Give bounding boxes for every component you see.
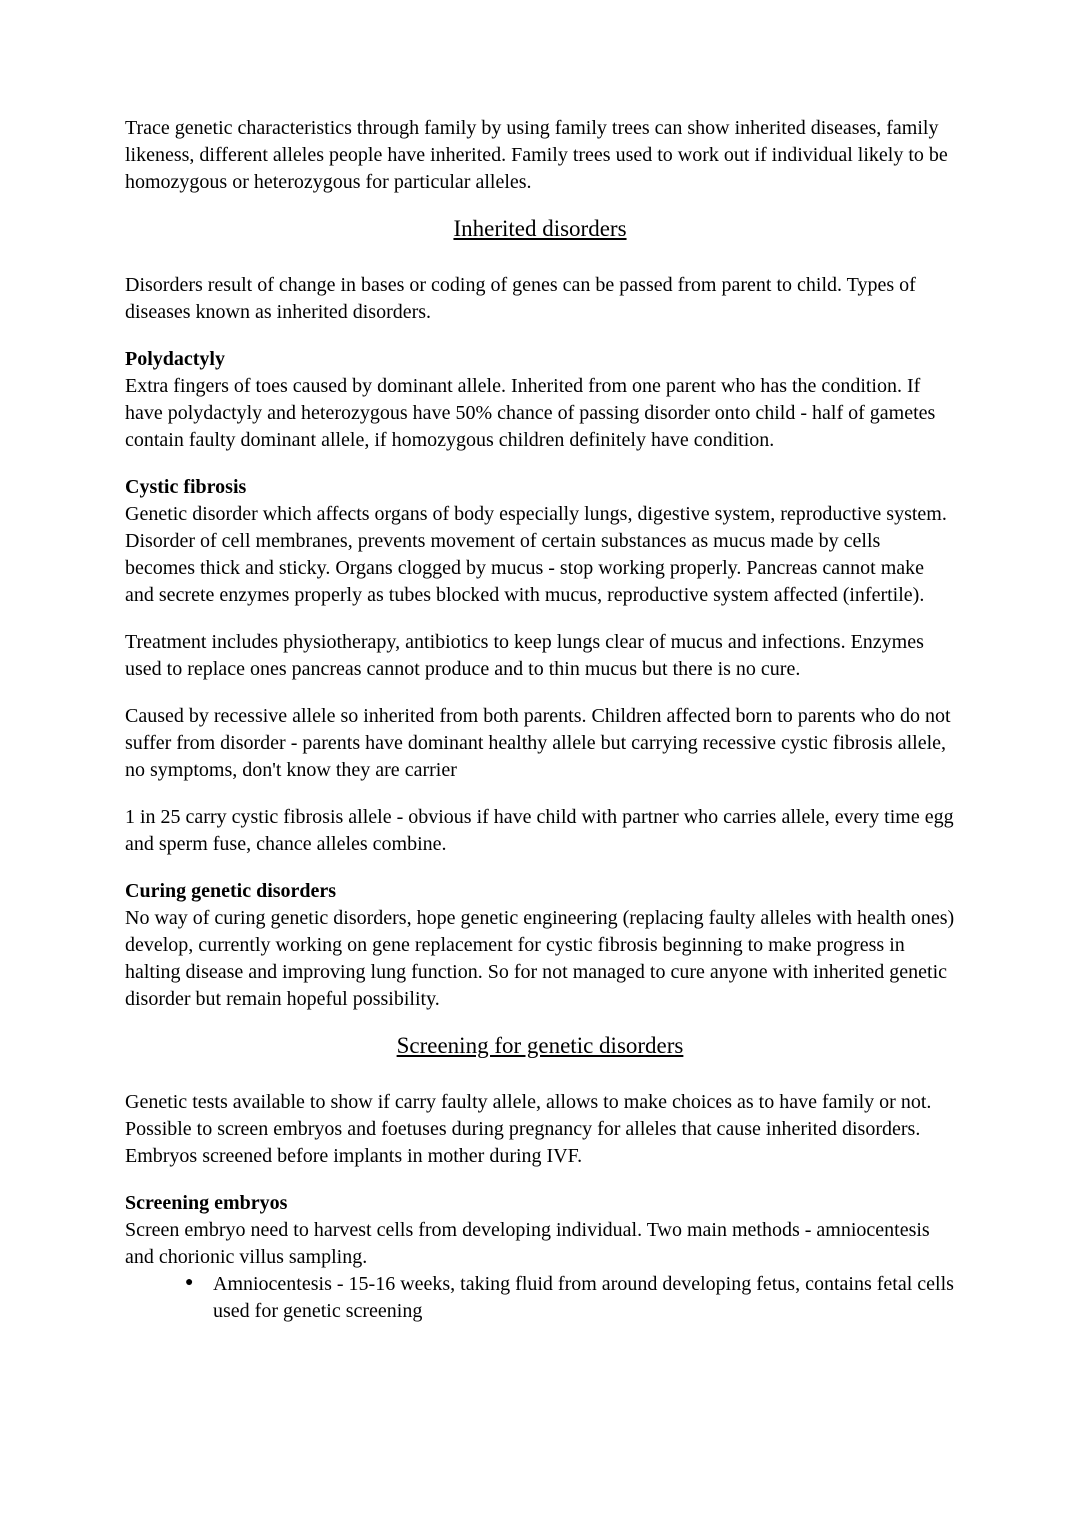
section-intro-screening: Genetic tests available to show if carry… — [125, 1089, 955, 1170]
screening-bullet-list: Amniocentesis - 15-16 weeks, taking flui… — [125, 1271, 955, 1325]
cf-paragraph-4: 1 in 25 carry cystic fibrosis allele - o… — [125, 804, 955, 858]
section-heading-screening: Screening for genetic disorders — [125, 1033, 955, 1059]
subheading-polydactyly: Polydactyly — [125, 346, 955, 373]
intro-paragraph: Trace genetic characteristics through fa… — [125, 115, 955, 196]
polydactyly-paragraph: Extra fingers of toes caused by dominant… — [125, 373, 955, 454]
subsection-screening-embryos: Screening embryos Screen embryo need to … — [125, 1190, 955, 1325]
subheading-curing: Curing genetic disorders — [125, 878, 955, 905]
cf-paragraph-2: Treatment includes physiotherapy, antibi… — [125, 629, 955, 683]
curing-paragraph: No way of curing genetic disorders, hope… — [125, 905, 955, 1013]
subheading-cystic-fibrosis: Cystic fibrosis — [125, 474, 955, 501]
screening-paragraph: Screen embryo need to harvest cells from… — [125, 1217, 955, 1271]
section-intro-inherited: Disorders result of change in bases or c… — [125, 272, 955, 326]
subsection-cystic-fibrosis: Cystic fibrosis Genetic disorder which a… — [125, 474, 955, 858]
subsection-polydactyly: Polydactyly Extra fingers of toes caused… — [125, 346, 955, 454]
subsection-curing: Curing genetic disorders No way of curin… — [125, 878, 955, 1013]
bullet-amniocentesis: Amniocentesis - 15-16 weeks, taking flui… — [185, 1271, 955, 1325]
cf-paragraph-1: Genetic disorder which affects organs of… — [125, 501, 955, 609]
subheading-screening-embryos: Screening embryos — [125, 1190, 955, 1217]
section-heading-inherited-disorders: Inherited disorders — [125, 216, 955, 242]
cf-paragraph-3: Caused by recessive allele so inherited … — [125, 703, 955, 784]
